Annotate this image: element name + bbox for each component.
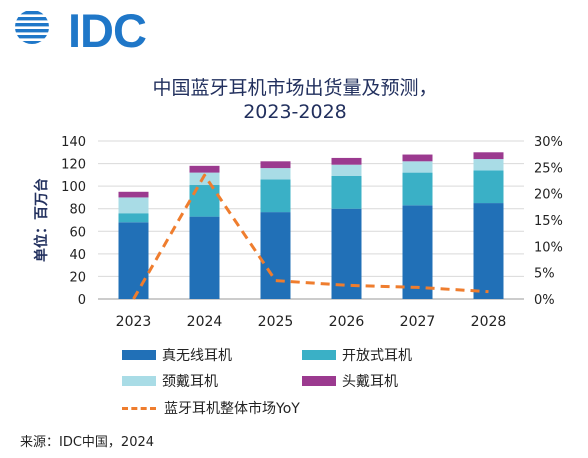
bar-2-2026: [331, 175, 362, 209]
bar-4-2027: [402, 154, 433, 162]
bar-3-2027: [402, 161, 433, 173]
bar-4-2024: [189, 165, 220, 173]
x-tick-label: 2023: [116, 314, 152, 330]
bar-1-2023: [118, 222, 149, 299]
legend-item-yoy: 蓝牙耳机整体市场YoY: [122, 398, 300, 418]
y-tick-label: 60: [69, 225, 86, 240]
bar-2-2023: [118, 213, 149, 223]
globe-icon: [15, 11, 49, 44]
bar-2-2027: [402, 172, 433, 206]
bar-2-2025: [260, 179, 291, 213]
y-tick-label: 0: [78, 293, 86, 308]
legend-label-yoy: 蓝牙耳机整体市场YoY: [164, 401, 300, 417]
legend-swatch-yoy: [122, 406, 156, 410]
legend-label-open: 开放式耳机: [342, 348, 412, 364]
bar-3-2024: [189, 172, 220, 186]
source-note: 来源：IDC中国，2024: [20, 435, 155, 450]
bar-3-2025: [260, 168, 291, 180]
y-tick-label: 20: [69, 270, 86, 285]
bar-1-2024: [189, 216, 220, 299]
bar-2-2028: [473, 170, 504, 204]
legend-swatch-headphone: [302, 376, 336, 386]
y2-tick-label: 0%: [534, 293, 555, 308]
yoy-line: [132, 173, 489, 300]
y2-tick-label: 30%: [534, 135, 563, 150]
legend-item-neckband: 颈戴耳机: [122, 371, 218, 391]
legend-item-tws: 真无线耳机: [122, 345, 232, 365]
bar-1-2025: [260, 212, 291, 299]
idc-logo: IDC: [12, 4, 147, 57]
y-tick-label: 40: [69, 248, 86, 263]
y2-tick-label: 15%: [534, 214, 563, 229]
bar-3-2023: [118, 197, 149, 214]
x-tick-label: 2027: [400, 314, 436, 330]
legend-swatch-open: [302, 350, 336, 360]
bar-1-2028: [473, 203, 504, 299]
bar-line-chart: 0 20 40 60 80 100 120 140 0% 5% 10% 15% 20% 25% 30% 单位：…: [33, 135, 563, 330]
y-tick-label: 100: [61, 180, 86, 195]
y2-tick-label: 5%: [534, 267, 555, 282]
legend-item-headphone: 头戴耳机: [302, 371, 398, 391]
y-tick-label: 140: [61, 135, 86, 150]
bar-4-2028: [473, 152, 504, 160]
legend-swatch-neckband: [122, 376, 156, 386]
legend-label-headphone: 头戴耳机: [342, 374, 398, 390]
bar-1-2027: [402, 205, 433, 299]
y-tick-label: 80: [69, 203, 86, 218]
y2-tick-label: 20%: [534, 188, 563, 203]
x-tick-label: 2026: [329, 314, 365, 330]
bar-3-2028: [473, 159, 504, 171]
logo-text: IDC: [68, 4, 147, 57]
legend-item-open: 开放式耳机: [302, 345, 412, 365]
y2-tick-label: 25%: [534, 161, 563, 176]
y-tick-label: 120: [61, 158, 86, 173]
chart-title-line-1: 中国蓝牙耳机市场出货量及预测，: [152, 77, 438, 99]
bar-3-2026: [331, 164, 362, 176]
bar-4-2025: [260, 161, 291, 169]
legend-label-tws: 真无线耳机: [162, 348, 232, 364]
bar-4-2023: [118, 191, 149, 198]
x-tick-label: 2025: [258, 314, 294, 330]
x-tick-label: 2024: [187, 314, 223, 330]
y-axis-label: 单位：百万台: [33, 178, 50, 262]
legend-label-neckband: 颈戴耳机: [162, 374, 218, 390]
legend-swatch-tws: [122, 350, 156, 360]
chart-title-line-2: 2023-2028: [243, 101, 347, 123]
y2-tick-label: 10%: [534, 240, 563, 255]
x-tick-label: 2028: [471, 314, 507, 330]
bar-4-2026: [331, 157, 362, 165]
bar-2-2024: [189, 185, 220, 217]
